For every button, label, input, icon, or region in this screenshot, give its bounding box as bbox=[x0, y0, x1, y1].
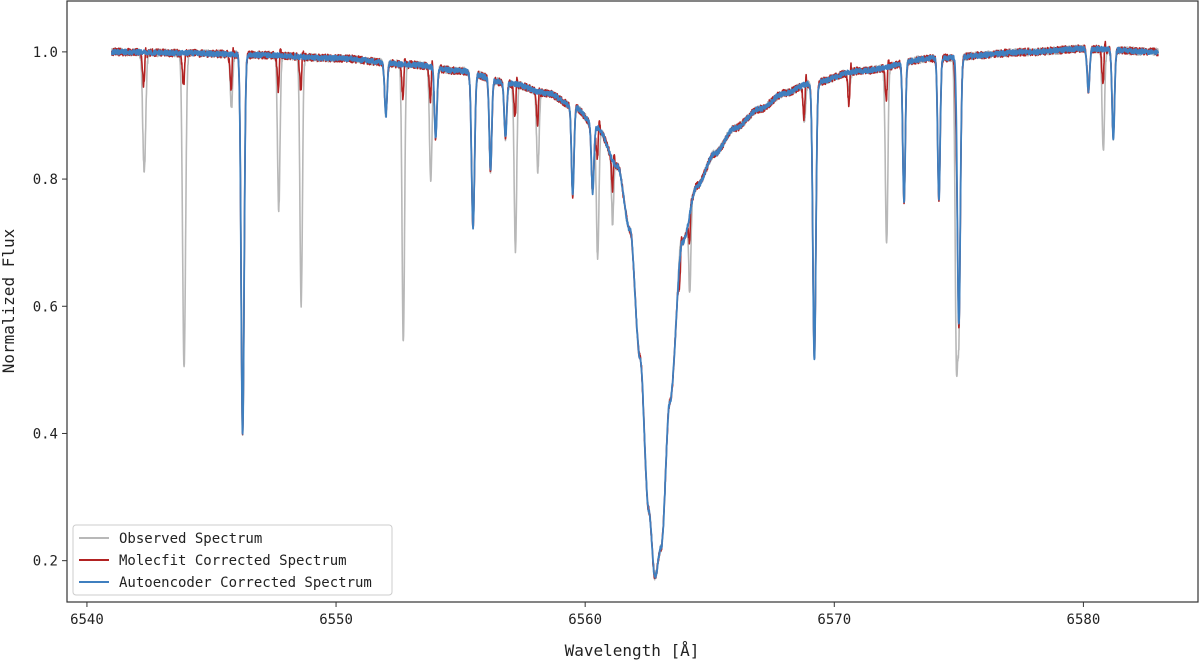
x-tick-label: 6540 bbox=[70, 612, 104, 628]
legend-label-observed: Observed Spectrum bbox=[119, 531, 262, 547]
y-tick-label: 0.4 bbox=[33, 426, 58, 442]
series-line-observed bbox=[111, 44, 1159, 581]
series-line-autoencoder bbox=[110, 45, 1160, 579]
plot-frame bbox=[66, 0, 1199, 603]
y-tick-label: 1.0 bbox=[33, 45, 58, 61]
legend-label-molecfit: Molecfit Corrected Spectrum bbox=[119, 553, 347, 569]
y-axis-label: Normalized Flux bbox=[0, 228, 18, 373]
x-axis: 6540 6550 6560 6570 6580 bbox=[70, 602, 1100, 628]
y-axis: 0.2 0.4 0.6 0.8 1.0 bbox=[33, 45, 67, 570]
y-tick-label: 0.6 bbox=[33, 299, 58, 315]
x-axis-label: Wavelength [Å] bbox=[565, 641, 700, 660]
legend-box bbox=[72, 524, 393, 596]
x-tick-label: 6560 bbox=[568, 612, 602, 628]
y-tick-label: 0.8 bbox=[33, 172, 58, 188]
legend: Observed Spectrum Molecfit Corrected Spe… bbox=[72, 524, 393, 596]
legend-label-autoencoder: Autoencoder Corrected Spectrum bbox=[119, 575, 372, 591]
series-layer bbox=[110, 40, 1160, 581]
x-tick-label: 6550 bbox=[319, 612, 353, 628]
x-tick-label: 6580 bbox=[1067, 612, 1101, 628]
y-tick-label: 0.2 bbox=[33, 554, 58, 570]
x-tick-label: 6570 bbox=[817, 612, 851, 628]
